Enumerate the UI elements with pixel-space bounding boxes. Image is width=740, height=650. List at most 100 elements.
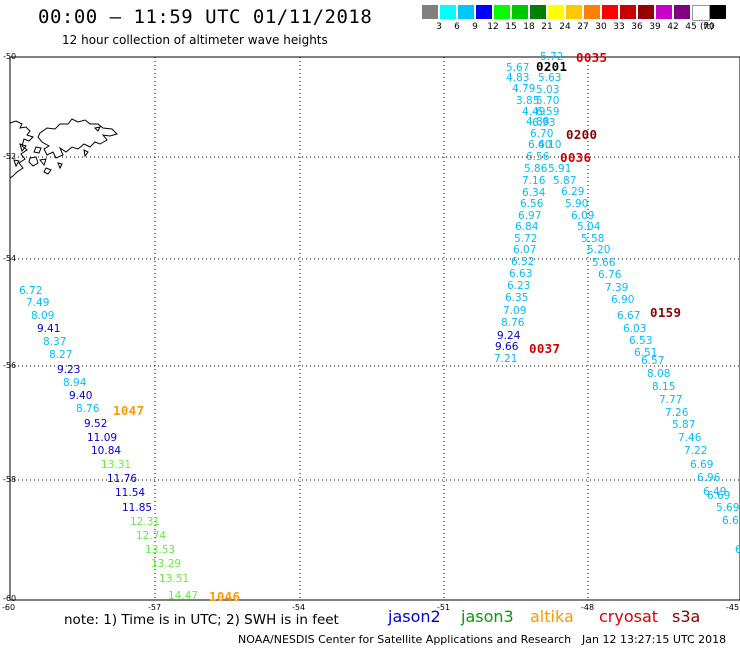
- wave-height-value: 6.69: [690, 459, 714, 471]
- legend-swatch: [422, 5, 438, 19]
- wave-height-value: 11.85: [122, 502, 153, 514]
- legend-swatch: [656, 5, 672, 19]
- legend-label: 15: [505, 22, 517, 32]
- wave-height-value: 8.09: [31, 310, 55, 322]
- legend-label: 30: [595, 22, 607, 32]
- wave-height-value: 6.10: [538, 139, 562, 151]
- pass-time-label: 0159: [650, 305, 682, 320]
- wave-height-value: 9.24: [497, 330, 521, 342]
- legend-swatch: [494, 5, 510, 19]
- wave-height-value: 6: [735, 544, 740, 556]
- lon-label: -45: [726, 603, 740, 612]
- wave-height-value: 6.07: [513, 244, 537, 256]
- wave-height-value: 7.46: [678, 432, 702, 444]
- pass-time-label: 0201: [536, 59, 568, 74]
- legend-label: 70: [703, 22, 715, 32]
- falkland-islands-coastline: [9, 118, 118, 179]
- wave-height-value: 4.79: [512, 83, 536, 95]
- wave-height-value: 6.59: [536, 106, 560, 118]
- wave-height-value: 7.09: [503, 305, 527, 317]
- wave-height-value: 6.56: [520, 198, 544, 210]
- wave-height-value: 6.69: [707, 490, 731, 502]
- wave-height-value: 6.90: [611, 294, 635, 306]
- wave-height-value: 7.26: [665, 407, 689, 419]
- wave-height-value: 7.22: [684, 445, 708, 457]
- legend-swatch: [692, 5, 710, 21]
- wave-height-value: 5.90: [565, 198, 589, 210]
- legend-swatch: [566, 5, 582, 19]
- graticule: [10, 57, 740, 600]
- lon-label: -54: [292, 603, 306, 612]
- wave-height-value: 6.34: [522, 187, 546, 199]
- legend-swatch: [512, 5, 528, 19]
- legend-label: 45: [685, 22, 697, 32]
- lon-label: -51: [437, 603, 451, 612]
- wave-height-value: 8.08: [647, 368, 671, 380]
- legend-swatch: [620, 5, 636, 19]
- wave-height-value: 6.96: [697, 472, 721, 484]
- generated-timestamp: Jan 12 13:27:15 UTC 2018: [582, 633, 727, 646]
- lon-label: -60: [2, 603, 16, 612]
- lat-label: -52: [3, 152, 17, 161]
- legend-label: 18: [523, 22, 535, 32]
- legend-label: 3: [436, 22, 442, 32]
- wave-height-value: 6.72: [19, 285, 43, 297]
- legend-swatch: [638, 5, 654, 19]
- wave-height-value: 6.93: [532, 117, 556, 129]
- wave-height-value: 8.15: [652, 381, 676, 393]
- wave-height-value: 4.49: [522, 106, 546, 118]
- wave-height-value: 6.63: [509, 268, 533, 280]
- satellite-jason3: jason3: [461, 607, 514, 626]
- legend-swatch: [548, 5, 564, 19]
- wave-height-value: 8.27: [49, 349, 73, 361]
- wave-height-value: 5.87: [672, 419, 696, 431]
- wave-height-value: 8.37: [43, 336, 67, 348]
- legend-label: 24: [559, 22, 571, 32]
- pass-time-label: 0200: [566, 127, 598, 142]
- wave-height-value: 8.76: [76, 403, 100, 415]
- satellite-jason2: jason2: [388, 607, 441, 626]
- legend-swatch: [458, 5, 474, 19]
- wave-height-value: 11.54: [115, 487, 146, 499]
- wave-height-value: 13.31: [101, 459, 132, 471]
- legend-label: 21: [541, 22, 553, 32]
- wave-height-value: 12.74: [136, 530, 167, 542]
- wave-height-value: 5.67: [506, 62, 530, 74]
- map-title: 00:00 – 11:59 UTC 01/11/2018: [38, 6, 373, 28]
- wave-height-value: 4.88: [526, 116, 550, 128]
- wave-height-value: 11.76: [107, 473, 138, 485]
- wave-height-value: 6.56: [526, 151, 550, 163]
- pass-time-label: 0035: [576, 50, 608, 65]
- wave-height-value: 6.52: [511, 256, 535, 268]
- wave-height-value: 12.31: [130, 516, 161, 528]
- wave-height-value: 6.84: [515, 221, 539, 233]
- wave-height-value: 13.29: [151, 558, 182, 570]
- satellite-cryosat: cryosat: [599, 607, 659, 626]
- legend-label: 39: [649, 22, 661, 32]
- lat-label: -54: [3, 254, 17, 263]
- wave-height-value: 11.09: [87, 432, 118, 444]
- wave-height-value: 7.49: [26, 297, 50, 309]
- wave-height-value: 3.85: [516, 95, 540, 107]
- legend-label: 42: [667, 22, 679, 32]
- credit-line: NOAA/NESDIS Center for Satellite Applica…: [238, 633, 572, 646]
- lat-label: -58: [3, 475, 17, 484]
- wave-height-value: 6.53: [629, 335, 653, 347]
- wave-height-value: 13.51: [159, 573, 190, 585]
- wave-height-value: 6.97: [518, 210, 542, 222]
- wave-height-value: 7.39: [605, 282, 629, 294]
- wave-height-value: 5.03: [536, 84, 560, 96]
- wave-height-value: 5.87: [553, 175, 577, 187]
- legend-swatch: [602, 5, 618, 19]
- wave-height-value: 7.16: [522, 175, 546, 187]
- legend-swatch: [710, 5, 726, 19]
- wave-height-value: 5.70: [536, 95, 560, 107]
- pass-time-label: 0036: [560, 150, 592, 165]
- wave-height-value: 6.49: [703, 486, 727, 498]
- wave-height-value: 4.83: [506, 72, 530, 84]
- wave-height-value: 9.66: [495, 341, 519, 353]
- wave-height-value: 6.57: [641, 355, 665, 367]
- wave-height-value: 7.77: [659, 394, 683, 406]
- legend-label: 6: [454, 22, 460, 32]
